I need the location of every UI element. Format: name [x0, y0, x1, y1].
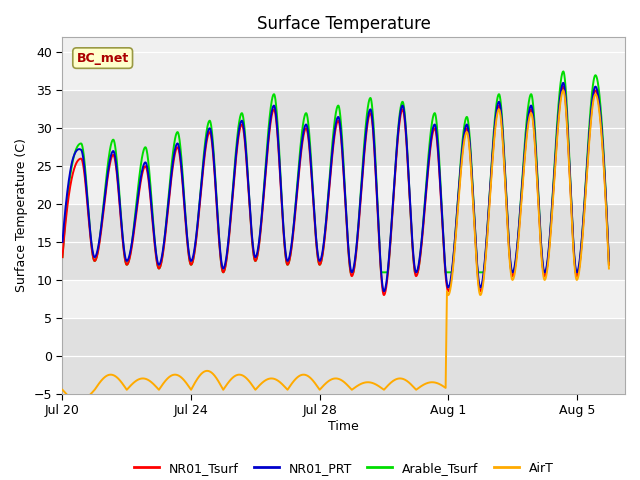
- Title: Surface Temperature: Surface Temperature: [257, 15, 431, 33]
- Bar: [63, 90, 625, 166]
- Bar: [63, 318, 625, 394]
- X-axis label: Time: Time: [328, 420, 359, 433]
- Bar: [63, 204, 625, 280]
- Text: BC_met: BC_met: [77, 51, 129, 65]
- Y-axis label: Surface Temperature (C): Surface Temperature (C): [15, 139, 28, 292]
- Legend: NR01_Tsurf, NR01_PRT, Arable_Tsurf, AirT: NR01_Tsurf, NR01_PRT, Arable_Tsurf, AirT: [129, 457, 559, 480]
